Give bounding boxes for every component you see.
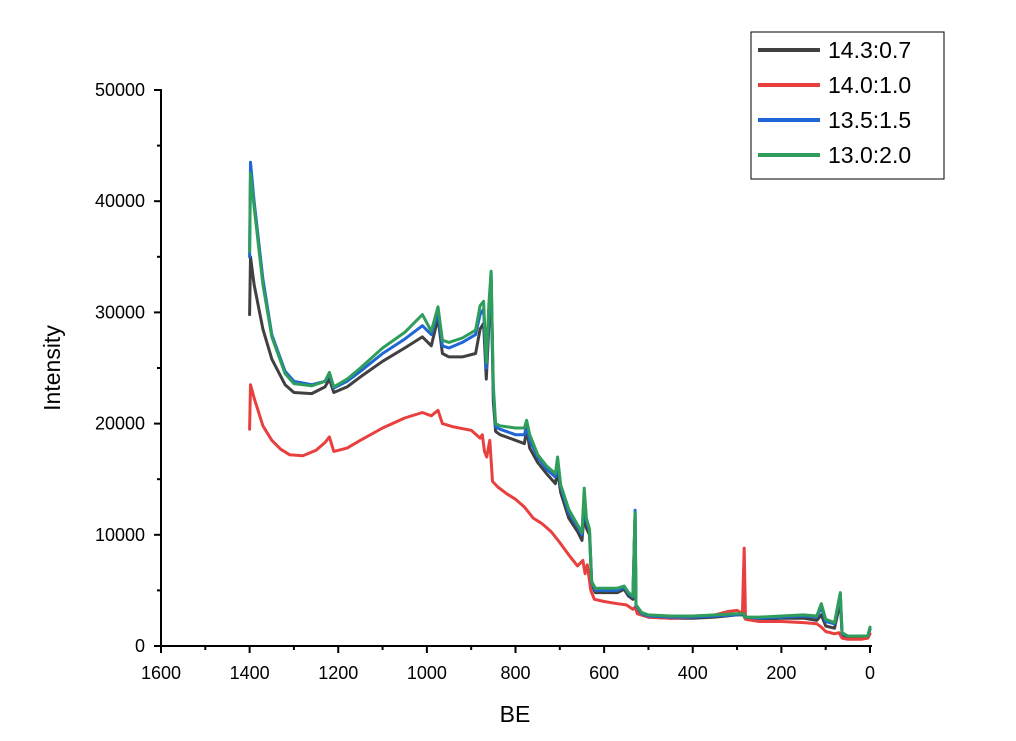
x-tick-label: 200 (766, 663, 796, 683)
legend-label: 13.5:1.5 (828, 107, 911, 133)
legend: 14.3:0.7 14.0:1.0 13.5:1.5 13.0:2.0 (750, 31, 945, 180)
y-axis-title: Intensity (39, 325, 65, 411)
y-tick-label: 40000 (95, 191, 145, 211)
series-line-1 (248, 255, 872, 639)
y-tick-label: 50000 (95, 80, 145, 100)
y-tick-label: 10000 (95, 525, 145, 545)
series-layer (248, 160, 872, 641)
legend-items: 14.3:0.7 14.0:1.0 13.5:1.5 13.0:2.0 (758, 37, 911, 168)
x-tick-label: 0 (865, 663, 875, 683)
ticks-layer: 1600 1400 1200 1000 800 600 400 200 001000020000… (95, 80, 875, 683)
series-line-2 (248, 383, 872, 641)
x-tick-label: 1200 (318, 663, 358, 683)
x-tick-label: 400 (678, 663, 708, 683)
legend-label: 13.0:2.0 (828, 142, 911, 168)
x-axis-title: BE (500, 701, 531, 727)
series-line-4 (248, 171, 872, 638)
legend-label: 14.0:1.0 (828, 72, 911, 98)
legend-label: 14.3:0.7 (828, 37, 911, 63)
x-tick-label: 1600 (141, 663, 181, 683)
x-tick-label: 1000 (407, 663, 447, 683)
x-tick-label: 800 (500, 663, 530, 683)
y-tick-label: 30000 (95, 302, 145, 322)
series-line-3 (248, 160, 872, 638)
y-tick-label: 0 (135, 636, 145, 656)
x-tick-label: 1400 (230, 663, 270, 683)
y-tick-label: 20000 (95, 414, 145, 434)
x-tick-label: 600 (589, 663, 619, 683)
